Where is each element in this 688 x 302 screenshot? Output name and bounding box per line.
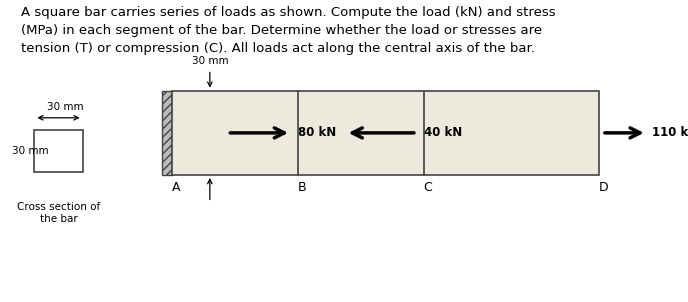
Bar (162, 91, 172, 175)
Text: D: D (599, 181, 608, 194)
Text: A: A (172, 181, 180, 194)
Text: A square bar carries series of loads as shown. Compute the load (kN) and stress
: A square bar carries series of loads as … (21, 6, 555, 55)
Bar (34, 130, 83, 172)
Text: 30 mm: 30 mm (47, 102, 84, 112)
Text: 30 mm: 30 mm (12, 146, 49, 156)
Text: B: B (298, 181, 306, 194)
Text: C: C (424, 181, 433, 194)
Text: 80 kN: 80 kN (298, 126, 336, 140)
Bar (172, 91, 599, 175)
Text: 40 kN: 40 kN (424, 126, 462, 140)
Text: 30 mm: 30 mm (191, 56, 228, 66)
Text: 110 kN: 110 kN (652, 126, 688, 140)
Text: Cross section of
the bar: Cross section of the bar (17, 202, 100, 224)
